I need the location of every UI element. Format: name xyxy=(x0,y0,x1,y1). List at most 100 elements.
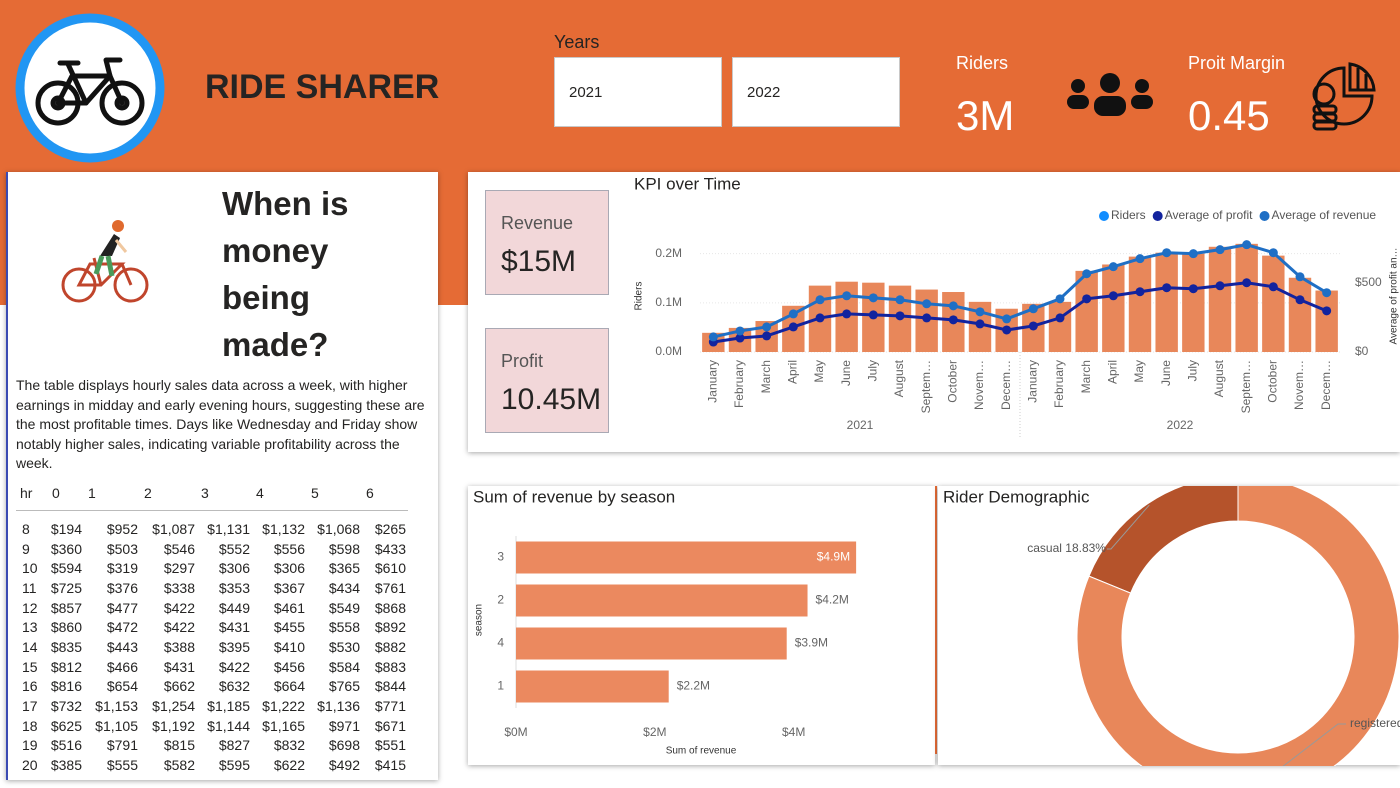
point xyxy=(1082,269,1092,279)
row-header: 12 xyxy=(22,599,38,616)
riders-icon xyxy=(1067,73,1153,116)
app-title: RIDE SHARER xyxy=(205,68,440,106)
table-cell: $558 xyxy=(328,619,360,636)
x-tick-label: June xyxy=(1159,360,1173,386)
donut-slice xyxy=(1088,486,1239,594)
revenue-card: Revenue $15M xyxy=(485,190,609,295)
table-cell: $555 xyxy=(106,757,138,774)
point xyxy=(1295,272,1305,282)
point xyxy=(1108,291,1118,301)
table-cell: $610 xyxy=(374,560,406,577)
y-axis-title: season xyxy=(474,604,485,636)
table-cell: $1,254 xyxy=(152,698,195,715)
filter-option[interactable]: 2021 xyxy=(554,57,722,127)
table-cell: $431 xyxy=(163,658,195,675)
icon-shape xyxy=(1312,82,1336,106)
x-tick-label: May xyxy=(1132,360,1146,383)
bar xyxy=(516,627,787,660)
point xyxy=(1215,281,1225,291)
table-cell: $449 xyxy=(218,599,250,616)
table-cell: $732 xyxy=(50,698,82,715)
table-cell: $552 xyxy=(218,540,250,557)
bar xyxy=(516,670,669,703)
table-cell: $860 xyxy=(50,619,82,636)
table-cell: $530 xyxy=(328,638,360,655)
slice-label: casual 18.83% xyxy=(1027,541,1106,555)
row-header: 15 xyxy=(22,658,38,675)
icon-shape xyxy=(1348,62,1376,92)
table-row: 9 $360 $503 $546 $552 $556 $598 $433 xyxy=(16,539,408,559)
column-header: 1 xyxy=(88,485,96,501)
legend-swatch xyxy=(1099,211,1109,221)
table-cell: $431 xyxy=(218,619,250,636)
x-group-label: 2021 xyxy=(847,418,874,432)
table-cell: $791 xyxy=(106,737,138,754)
margin-icon xyxy=(1312,62,1376,131)
icon-shape xyxy=(1135,79,1149,93)
x-tick-label: February xyxy=(732,360,746,408)
x-tick-label: January xyxy=(706,360,720,403)
x-tick-label: April xyxy=(1106,360,1120,384)
icon-shape xyxy=(112,220,124,232)
table-row: 11 $725 $376 $338 $353 $367 $434 $761 xyxy=(16,578,408,598)
row-header: 9 xyxy=(22,540,30,557)
icon-shape xyxy=(65,61,89,106)
table-cell: $265 xyxy=(374,520,406,537)
table-cell: $971 xyxy=(328,717,360,734)
table-cell: $827 xyxy=(218,737,250,754)
leader-line xyxy=(1106,504,1150,550)
table-row: 17 $732 $1,153 $1,254 $1,185 $1,222 $1,136 $771 xyxy=(16,696,408,716)
table-cell: $654 xyxy=(106,678,138,695)
table-cell: $816 xyxy=(50,678,82,695)
point xyxy=(868,293,878,303)
leader-line xyxy=(1282,723,1347,766)
icon-shape xyxy=(35,57,145,126)
bar xyxy=(516,541,857,574)
bar xyxy=(1288,277,1312,352)
table-cell: $422 xyxy=(163,619,195,636)
bar xyxy=(1262,255,1285,352)
table-cell: $1,132 xyxy=(262,520,305,537)
point xyxy=(1135,254,1145,264)
row-header: 10 xyxy=(22,560,38,577)
table-header: hr 0 1 2 3 4 5 6 xyxy=(16,476,408,511)
table-cell: $1,131 xyxy=(207,520,250,537)
x-tick-label: Novem… xyxy=(1292,360,1306,410)
bar xyxy=(1182,253,1205,352)
icon-shape xyxy=(100,234,120,256)
table-cell: $1,222 xyxy=(262,698,305,715)
point xyxy=(1135,287,1145,297)
chart-title: Sum of revenue by season xyxy=(473,487,675,506)
point xyxy=(735,326,745,336)
x-tick-label: Decem… xyxy=(999,360,1013,410)
slice-label: registered 81.17% xyxy=(1350,716,1400,730)
table-cell: $1,144 xyxy=(207,717,250,734)
table-cell: $365 xyxy=(328,560,360,577)
table-row: 18 $625 $1,105 $1,192 $1,144 $1,165 $971 $671 xyxy=(16,716,408,736)
y-tick-label: 0.1M xyxy=(655,295,682,309)
column-header: 0 xyxy=(52,485,60,501)
filter-option[interactable]: 2022 xyxy=(732,57,900,127)
hourly-table: hr 0 1 2 3 4 5 6 8 $194 $952 $1,087 $1,131 $1,132 $1,… xyxy=(16,476,408,775)
x-tick-label: October xyxy=(946,360,960,403)
icon-shape xyxy=(103,57,123,79)
point xyxy=(1108,262,1118,272)
point xyxy=(1188,249,1198,259)
y2-tick-label: $0 xyxy=(1355,344,1369,358)
x-tick-label: $4M xyxy=(782,725,805,739)
table-cell: $765 xyxy=(328,678,360,695)
table-cell: $844 xyxy=(374,678,406,695)
point xyxy=(1002,325,1012,335)
table-cell: $492 xyxy=(328,757,360,774)
table-cell: $698 xyxy=(328,737,360,754)
table-cell: $598 xyxy=(328,540,360,557)
kpi-label: Proit Margin xyxy=(1188,53,1286,73)
filter-label: Years xyxy=(554,32,600,52)
point xyxy=(1242,240,1252,250)
point xyxy=(975,307,985,317)
point xyxy=(815,313,825,323)
table-row: 20 $385 $555 $582 $595 $622 $492 $415 xyxy=(16,755,408,775)
row-header: 11 xyxy=(22,579,37,596)
icon-shape xyxy=(113,267,149,303)
divider xyxy=(935,486,937,754)
